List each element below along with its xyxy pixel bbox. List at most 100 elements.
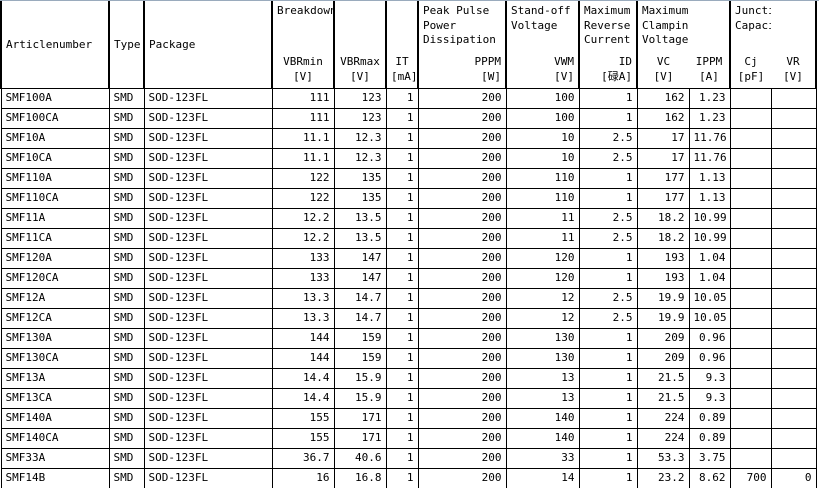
cell-vbrmin: 144	[272, 329, 334, 349]
cell-it: 1	[386, 389, 418, 409]
cell-vc: 224	[637, 409, 689, 429]
cell-package: SOD-123FL	[144, 89, 272, 109]
cell-ippm: 0.96	[689, 329, 730, 349]
cell-id: 1	[579, 189, 637, 209]
header-pppm-unit: [W]	[423, 70, 501, 85]
cell-ippm: 1.04	[689, 269, 730, 289]
cell-articlenumber: SMF130CA	[1, 349, 109, 369]
cell-vbrmax: 147	[334, 269, 386, 289]
cell-cj	[730, 449, 771, 469]
cell-vbrmin: 133	[272, 249, 334, 269]
cell-type: SMD	[109, 229, 144, 249]
cell-vbrmin: 11.1	[272, 129, 334, 149]
cell-vwm: 12	[506, 309, 579, 329]
cell-vc: 17	[637, 149, 689, 169]
cell-id: 1	[579, 349, 637, 369]
cell-pppm: 200	[418, 129, 506, 149]
cell-package: SOD-123FL	[144, 469, 272, 488]
cell-id: 1	[579, 429, 637, 449]
cell-vr	[771, 409, 816, 429]
cell-vc: 209	[637, 349, 689, 369]
cell-vbrmax: 159	[334, 329, 386, 349]
cell-vr	[771, 449, 816, 469]
cell-vr	[771, 89, 816, 109]
cell-id: 1	[579, 469, 637, 488]
cell-pppm: 200	[418, 329, 506, 349]
cell-articlenumber: SMF110A	[1, 169, 109, 189]
header-articlenumber: Articlenumber	[1, 1, 109, 89]
cell-it: 1	[386, 409, 418, 429]
header-package: Package	[144, 1, 272, 89]
cell-articlenumber: SMF11A	[1, 209, 109, 229]
cell-it: 1	[386, 169, 418, 189]
cell-pppm: 200	[418, 209, 506, 229]
cell-vwm: 120	[506, 269, 579, 289]
header-vwm-unit: [V]	[511, 70, 574, 85]
cell-package: SOD-123FL	[144, 189, 272, 209]
cell-package: SOD-123FL	[144, 329, 272, 349]
cell-vc: 21.5	[637, 389, 689, 409]
cell-vc: 23.2	[637, 469, 689, 488]
cell-articlenumber: SMF100CA	[1, 109, 109, 129]
header-cj: Junction Capacitance Cj [pF]	[730, 1, 771, 89]
cell-id: 1	[579, 409, 637, 429]
cell-id: 1	[579, 269, 637, 289]
header-package-label: Package	[149, 38, 267, 53]
cell-type: SMD	[109, 369, 144, 389]
cell-type: SMD	[109, 109, 144, 129]
cell-id: 2.5	[579, 129, 637, 149]
cell-articlenumber: SMF120CA	[1, 269, 109, 289]
header-group-junction-capacitance: Junction Capacitance	[735, 4, 771, 33]
cell-vbrmin: 133	[272, 269, 334, 289]
cell-vwm: 11	[506, 209, 579, 229]
cell-type: SMD	[109, 169, 144, 189]
header-vbrmin-symbol: VBRmin	[277, 55, 329, 70]
cell-id: 2.5	[579, 309, 637, 329]
cell-pppm: 200	[418, 109, 506, 129]
cell-vbrmax: 135	[334, 169, 386, 189]
cell-id: 2.5	[579, 229, 637, 249]
cell-articlenumber: SMF13A	[1, 369, 109, 389]
cell-type: SMD	[109, 249, 144, 269]
header-it-unit: [mA]	[391, 70, 413, 85]
header-vbrmin-unit: [V]	[277, 70, 329, 85]
cell-pppm: 200	[418, 289, 506, 309]
header-group-standoff-voltage: Stand-off Voltage	[511, 4, 574, 33]
cell-it: 1	[386, 429, 418, 449]
header-group-maximum-clamping-voltage: Maximum Clamping Voltage	[642, 4, 689, 48]
cell-vr	[771, 369, 816, 389]
cell-vc: 224	[637, 429, 689, 449]
cell-id: 1	[579, 449, 637, 469]
cell-vc: 18.2	[637, 209, 689, 229]
cell-articlenumber: SMF120A	[1, 249, 109, 269]
cell-type: SMD	[109, 89, 144, 109]
cell-vbrmax: 13.5	[334, 209, 386, 229]
header-ippm-symbol: IPPM	[693, 55, 725, 70]
cell-it: 1	[386, 289, 418, 309]
cell-vbrmax: 135	[334, 189, 386, 209]
cell-type: SMD	[109, 129, 144, 149]
cell-cj	[730, 309, 771, 329]
cell-package: SOD-123FL	[144, 289, 272, 309]
header-pppm-symbol: PPPM	[423, 55, 501, 70]
cell-vbrmax: 13.5	[334, 229, 386, 249]
cell-vbrmin: 122	[272, 169, 334, 189]
cell-it: 1	[386, 149, 418, 169]
cell-package: SOD-123FL	[144, 209, 272, 229]
cell-vbrmin: 111	[272, 109, 334, 129]
cell-ippm: 0.96	[689, 349, 730, 369]
header-vbrmax: VBRmax [V]	[334, 1, 386, 89]
cell-ippm: 10.05	[689, 289, 730, 309]
cell-ippm: 1.23	[689, 109, 730, 129]
cell-ippm: 10.05	[689, 309, 730, 329]
cell-vwm: 130	[506, 349, 579, 369]
cell-vr	[771, 429, 816, 449]
